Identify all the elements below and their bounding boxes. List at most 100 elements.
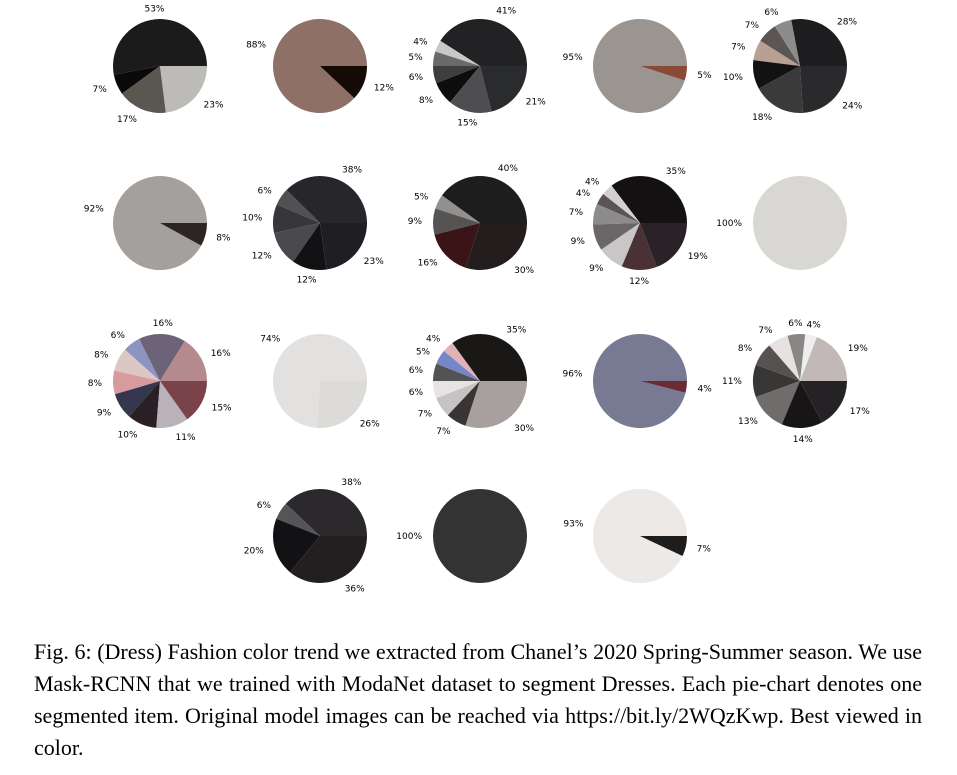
slice-percent-label: 4% <box>698 384 713 394</box>
slice-percent-label: 16% <box>211 349 231 359</box>
slice-percent-label: 6% <box>258 187 273 197</box>
slice-percent-label: 17% <box>117 115 137 125</box>
pie-slice <box>640 381 687 393</box>
slice-percent-label: 9% <box>97 408 112 418</box>
slice-percent-label: 19% <box>688 252 708 262</box>
slice-percent-label: 74% <box>260 335 280 345</box>
slice-percent-label: 23% <box>204 100 224 110</box>
pie-chart-3: 41% 4% 5% 6% 8% 15% 21% <box>408 6 546 128</box>
pie-slice <box>611 176 687 223</box>
pie-slice <box>160 341 207 381</box>
pie-slice <box>434 223 480 268</box>
pie-slice <box>160 223 207 246</box>
pie-chart-7: 38% 6% 10% 12% 12% 23% <box>242 165 384 285</box>
pie-slice <box>592 18 688 113</box>
pie-slice <box>436 351 480 381</box>
pie-slice <box>273 204 320 234</box>
pie-chart-6: 92% 8% <box>84 176 231 271</box>
slice-percent-label: 30% <box>514 266 534 276</box>
pie-slice <box>760 26 800 66</box>
pie-slice <box>452 334 527 381</box>
slice-percent-label: 8% <box>94 350 109 360</box>
pie-slice <box>447 381 480 426</box>
pie-slice <box>114 381 160 417</box>
pie-chart-8: 40% 5% 9% 16% 30% <box>408 164 535 276</box>
slice-percent-label: 13% <box>738 417 758 427</box>
slice-percent-label: 12% <box>252 251 272 261</box>
pie-slice <box>753 40 800 66</box>
pie-slice <box>286 176 367 223</box>
slice-percent-label: 5% <box>408 53 423 63</box>
pie-slice <box>465 381 527 428</box>
pie-slice <box>440 19 527 66</box>
pie-slice <box>156 381 188 428</box>
slice-percent-label: 53% <box>144 4 164 14</box>
pie-slice <box>752 60 800 89</box>
pie-slice <box>124 338 160 381</box>
pie-chart-14: 96% 4% <box>562 333 713 428</box>
slice-percent-label: 12% <box>629 277 649 287</box>
pie-slice <box>443 342 480 381</box>
slice-percent-label: 4% <box>585 178 600 188</box>
slice-percent-label: 30% <box>514 424 534 434</box>
pie-slice <box>592 489 687 584</box>
slice-percent-label: 5% <box>414 193 429 203</box>
slice-percent-label: 11% <box>722 377 742 387</box>
slice-percent-label: 16% <box>418 259 438 269</box>
slice-percent-label: 4% <box>576 189 591 199</box>
pie-chart-12: 74% 26% <box>260 334 380 429</box>
pie-slice <box>603 185 640 223</box>
slice-percent-label: 10% <box>723 73 743 83</box>
pie-slice <box>320 66 367 99</box>
pie-slice <box>293 223 327 271</box>
slice-percent-label: 14% <box>793 435 813 445</box>
pie-slice <box>114 349 160 381</box>
slice-percent-label: 7% <box>418 410 433 420</box>
slice-percent-label: 7% <box>93 85 108 95</box>
pie-slice <box>433 208 480 235</box>
pie-slice <box>113 66 160 94</box>
slice-percent-label: 96% <box>562 370 582 380</box>
pie-slice <box>769 335 800 381</box>
pie-chart-1: 53% 7% 17% 23% <box>93 4 224 125</box>
pie-slice <box>320 223 367 270</box>
slice-percent-label: 8% <box>419 96 434 106</box>
pie-slice <box>621 223 657 270</box>
pie-slice <box>480 66 527 112</box>
slice-percent-label: 7% <box>731 42 746 52</box>
slice-percent-label: 7% <box>569 208 584 218</box>
slice-percent-label: 6% <box>111 331 126 341</box>
slice-percent-label: 26% <box>360 419 380 429</box>
slice-percent-label: 40% <box>498 164 518 174</box>
pie-slice <box>787 334 806 381</box>
pie-slice <box>129 381 160 428</box>
pie-slice <box>436 381 480 416</box>
slice-percent-label: 12% <box>374 83 394 93</box>
slice-percent-label: 7% <box>436 427 451 437</box>
pie-slice <box>433 489 527 583</box>
slice-percent-label: 8% <box>738 344 753 354</box>
slice-percent-label: 20% <box>244 546 264 556</box>
slice-percent-label: 23% <box>364 257 384 267</box>
slice-percent-label: 28% <box>837 17 857 27</box>
pie-slice <box>290 536 367 583</box>
pie-slice <box>640 536 687 557</box>
pie-slice <box>433 381 480 399</box>
pie-slice <box>755 345 800 381</box>
pie-chart-4: 95% 5% <box>563 18 712 113</box>
slice-percent-label: 12% <box>297 275 317 285</box>
pie-chart-16: 38% 6% 20% 36% <box>244 478 367 595</box>
pie-slice <box>273 518 320 573</box>
slice-percent-label: 38% <box>341 478 361 488</box>
pie-slice <box>592 204 640 225</box>
pie-slice <box>593 223 640 250</box>
pie-slice <box>436 66 480 103</box>
slice-percent-label: 9% <box>408 217 423 227</box>
pie-slice <box>800 66 847 113</box>
slice-percent-label: 19% <box>848 344 868 354</box>
pie-chart-5: 28% 6% 7% 7% 10% 18% 24% <box>723 8 863 123</box>
slice-percent-label: 88% <box>246 41 266 51</box>
slice-percent-label: 18% <box>752 113 772 123</box>
slice-percent-label: 100% <box>396 532 422 542</box>
slice-percent-label: 9% <box>571 237 586 247</box>
